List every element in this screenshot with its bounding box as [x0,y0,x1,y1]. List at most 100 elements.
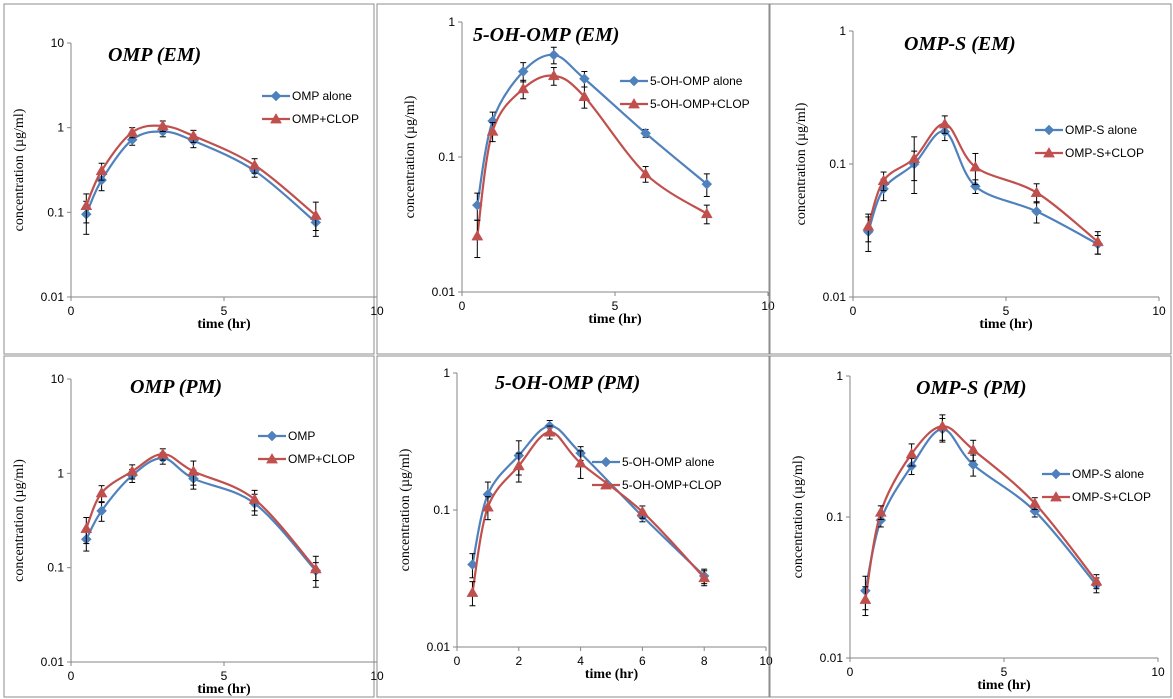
y-tick-label: 1 [836,369,843,383]
panel-frame [3,3,375,355]
data-point [248,159,261,170]
y-tick-label: 0.1 [47,205,64,219]
data-point [481,501,494,512]
data-point [1090,575,1103,586]
legend-marker [628,97,640,109]
y-tick-label: 0.1 [826,510,843,524]
data-point [700,207,713,219]
y-tick-label: 1 [443,366,450,380]
data-point [517,82,530,94]
chart-title: OMP-S (PM) [916,377,1027,399]
y-axis-title: concentration (µg/ml) [398,448,413,571]
data-point [579,73,590,85]
data-point [698,571,711,583]
legend-label: OMP+CLOP [288,452,355,466]
data-point [877,174,890,185]
data-point [126,465,139,476]
x-tick-label: 5 [1001,665,1008,679]
legend-marker [1050,490,1062,502]
legend-label: 5-OH-OMP alone [650,74,743,88]
y-tick-label: 1 [57,466,64,480]
chart-title: OMP (EM) [108,44,201,66]
legend-entry: OMP+CLOP [258,452,355,466]
series-clop [80,119,322,237]
legend-marker [1043,146,1055,158]
legend-marker [628,75,640,87]
y-tick-label: 0.01 [820,651,844,665]
y-tick-label: 0.1 [47,561,64,575]
x-axis-title: time (hr) [197,317,251,332]
legend-label: OMP alone [292,89,352,103]
data-point [574,457,587,468]
data-point [936,420,949,431]
data-point [156,119,169,131]
x-tick-label: 0 [847,665,854,679]
x-tick-label: 5 [221,669,228,683]
y-tick-label: 10 [51,372,65,386]
x-tick-label: 0 [850,304,857,318]
series-clop [862,115,1104,255]
legend-marker [600,456,612,468]
y-axis-title: concentration (µg/ml) [12,459,27,582]
data-point [639,167,652,179]
series-alone [860,417,1102,611]
x-tick-label: 5 [1003,304,1010,318]
panel-frame [3,355,375,698]
data-point [1028,497,1041,508]
series-line [85,452,317,570]
data-point [309,209,322,220]
x-tick-label: 0 [454,654,461,668]
panel-frame [769,355,1172,698]
series-clop [471,67,713,259]
legend-label: OMP-S alone [1065,123,1137,137]
data-point [96,505,107,517]
data-point [156,448,169,459]
y-tick-label: 0.01 [432,285,456,299]
data-point [862,220,875,231]
x-axis-title: time (hr) [977,678,1031,693]
data-point [578,90,591,102]
y-tick-label: 0.01 [41,655,65,669]
legend-entry: OMP+CLOP [262,112,359,126]
x-tick-label: 4 [577,654,584,668]
data-point [905,447,918,459]
y-tick-label: 1 [57,121,64,135]
x-axis-title: time (hr) [197,682,251,697]
series-alone [80,452,322,582]
data-point [859,593,872,604]
panel-frame [376,3,770,355]
data-point [95,164,108,176]
x-tick-label: 8 [701,654,708,668]
legend-entry: 5-OH-OMP+CLOP [620,97,750,111]
data-point [126,126,139,137]
legend-entry: 5-OH-OMP alone [620,74,743,88]
legend-entry: OMP-S+CLOP [1042,490,1151,504]
y-axis-title: concentration (µg/ml) [794,102,809,225]
x-tick-label: 0 [459,299,466,313]
panel-frame [376,355,770,698]
data-point [126,134,138,146]
y-tick-label: 0.1 [829,157,846,171]
legend-marker [270,90,282,102]
x-tick-label: 5 [612,299,619,313]
x-axis-title: time (hr) [588,312,642,327]
legend-label: OMP-S+CLOP [1072,490,1151,504]
data-point [187,129,200,141]
series-alone [862,123,1104,255]
x-tick-label: 10 [1152,304,1166,318]
y-tick-label: 10 [51,36,65,50]
data-point [543,426,556,437]
legend-marker [270,112,282,124]
data-point [938,117,951,129]
legend-marker [1043,124,1055,136]
data-point [309,562,322,574]
legend-label: 5-OH-OMP+CLOP [650,97,750,111]
chart-title: OMP (PM) [130,376,222,398]
data-point [1031,206,1042,217]
x-axis-title: time (hr) [979,317,1033,332]
data-point [187,465,200,476]
